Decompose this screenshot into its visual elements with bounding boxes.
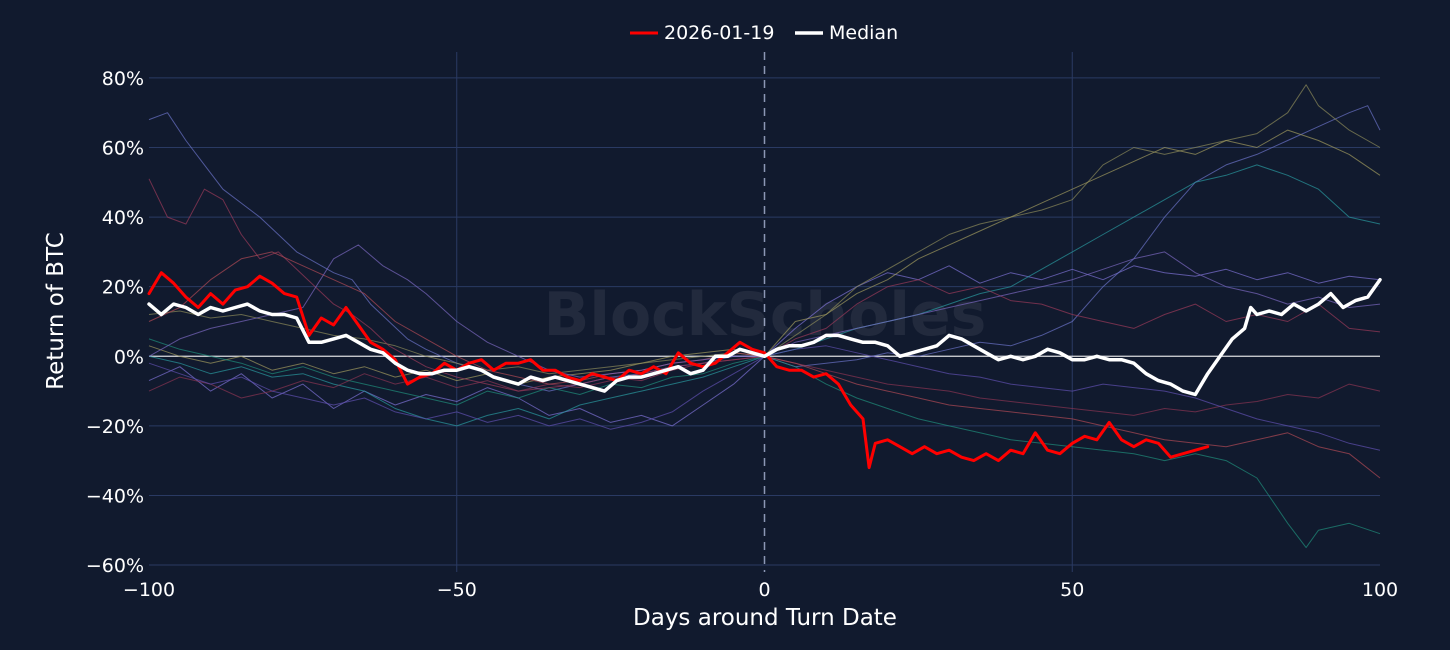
legend-label-highlight[interactable]: 2026-01-19 <box>664 22 774 44</box>
x-tick-label: 100 <box>1362 579 1398 601</box>
legend[interactable]: 2026-01-19 Median <box>630 22 898 44</box>
y-tick-label: −60% <box>86 555 144 577</box>
background-series-line <box>148 244 1381 378</box>
x-axis-title: Days around Turn Date <box>633 605 897 631</box>
median-series-line <box>147 277 1382 397</box>
y-tick-label: 0% <box>114 346 144 368</box>
watermark: BlockScholes <box>544 280 987 350</box>
background-series-line <box>148 84 1381 375</box>
y-tick-label: 40% <box>102 207 144 229</box>
x-tick-label: 0 <box>758 579 770 601</box>
x-tick-label: 50 <box>1060 579 1084 601</box>
legend-label-median[interactable]: Median <box>829 22 898 44</box>
y-tick-label: 80% <box>102 68 144 90</box>
y-tick-label: −40% <box>86 485 144 507</box>
grid-layer <box>149 52 1380 572</box>
highlight-series-line <box>147 271 1210 470</box>
y-axis-title: Return of BTC <box>43 232 69 390</box>
tick-layer: −60% −40% −20% 0% 20% 40% 60% 80% −100 −50 0 50 100 <box>86 68 1398 601</box>
background-series-line <box>148 338 1381 549</box>
y-tick-label: 60% <box>102 137 144 159</box>
x-tick-label: −100 <box>123 579 175 601</box>
x-tick-label: −50 <box>437 579 477 601</box>
main-series-layer <box>147 271 1382 470</box>
y-tick-label: −20% <box>86 416 144 438</box>
y-tick-label: 20% <box>102 277 144 299</box>
